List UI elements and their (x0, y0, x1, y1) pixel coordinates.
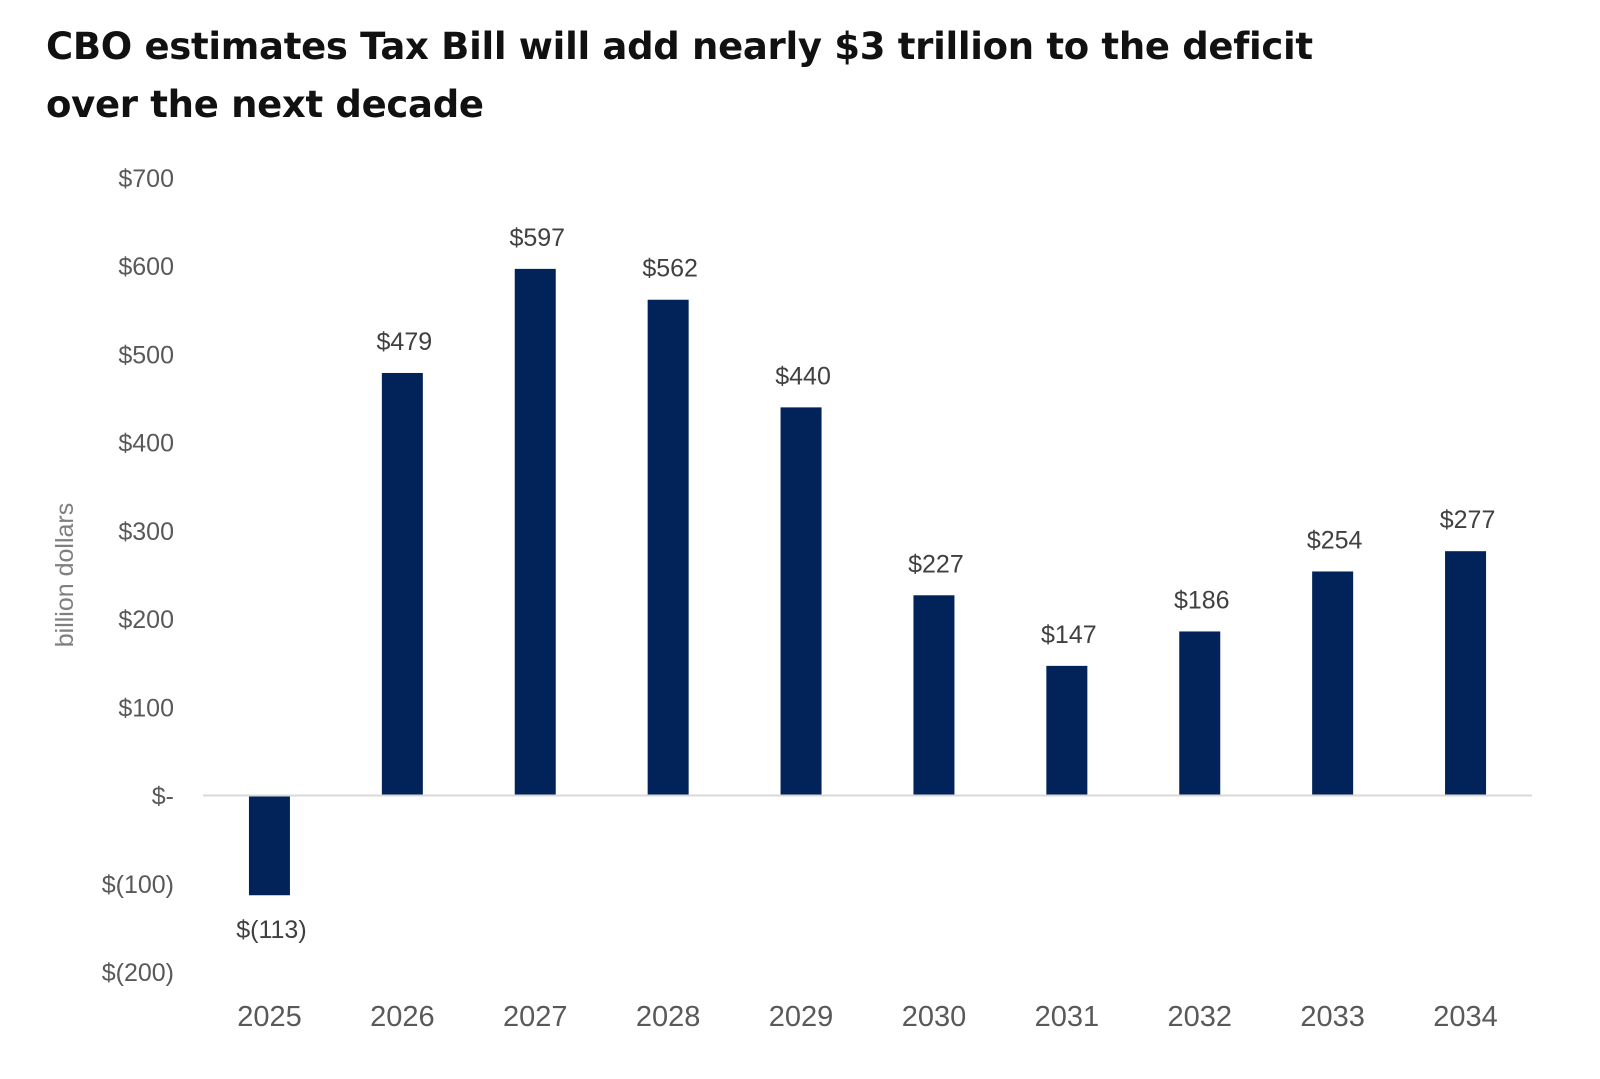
data-labels: $(113) $479 $597 $562 $440 $227 $147 $186 $254 $2… (236, 224, 1495, 944)
y-tick-label: $100 (118, 694, 174, 722)
x-tick-label: 2033 (1300, 1001, 1365, 1033)
chart-title: CBO estimates Tax Bill will add nearly $… (46, 18, 1346, 134)
y-axis-title-group: billion dollars (51, 503, 79, 648)
data-label-2026: $479 (377, 328, 433, 356)
data-label-2027: $597 (509, 224, 565, 252)
data-label-2031: $147 (1041, 621, 1097, 649)
x-tick-label: 2028 (636, 1001, 701, 1033)
bar-2033 (1312, 571, 1354, 796)
data-label-2029: $440 (775, 362, 831, 390)
x-tick-label: 2027 (503, 1001, 568, 1033)
bar-2028 (647, 299, 689, 796)
y-tick-label: $(100) (102, 871, 174, 899)
x-axis-ticks: 2025 2026 2027 2028 2029 2030 2031 2032 2033 2034 (237, 1001, 1498, 1033)
data-label-2033: $254 (1307, 526, 1363, 554)
y-tick-label: $300 (118, 518, 174, 546)
chart-title-line-2: over the next decade (46, 83, 484, 126)
y-axis-title: billion dollars (51, 503, 79, 648)
bar-2034 (1445, 551, 1487, 796)
y-tick-label: $500 (118, 341, 174, 369)
bar-2025 (248, 795, 290, 896)
data-label-2028: $562 (642, 255, 698, 283)
bar-2031 (1046, 665, 1088, 796)
y-axis-ticks: $700 $600 $500 $400 $300 $200 $100 $- $(100) $(20… (102, 165, 174, 987)
x-tick-label: 2025 (237, 1001, 302, 1033)
y-tick-label: $600 (118, 253, 174, 281)
bar-2029 (780, 407, 822, 796)
x-tick-label: 2032 (1167, 1001, 1232, 1033)
bar-2027 (514, 268, 556, 796)
y-tick-label: $(200) (102, 959, 174, 987)
x-tick-label: 2031 (1035, 1001, 1100, 1033)
y-tick-label: $- (152, 783, 174, 811)
bar-2030 (913, 595, 955, 796)
y-tick-label: $700 (118, 165, 174, 193)
chart-title-line-1: CBO estimates Tax Bill will add nearly $… (46, 25, 1313, 68)
x-tick-label: 2030 (902, 1001, 967, 1033)
bar-2032 (1179, 631, 1221, 796)
bar-2026 (381, 372, 423, 796)
data-label-2034: $277 (1440, 506, 1496, 534)
x-tick-label: 2026 (370, 1001, 435, 1033)
data-label-2030: $227 (908, 550, 964, 578)
bars (248, 268, 1487, 896)
x-tick-label: 2029 (769, 1001, 834, 1033)
y-tick-label: $200 (118, 606, 174, 634)
data-label-2032: $186 (1174, 586, 1230, 614)
data-label-2025: $(113) (236, 916, 306, 944)
x-tick-label: 2034 (1433, 1001, 1498, 1033)
y-tick-label: $400 (118, 430, 174, 458)
